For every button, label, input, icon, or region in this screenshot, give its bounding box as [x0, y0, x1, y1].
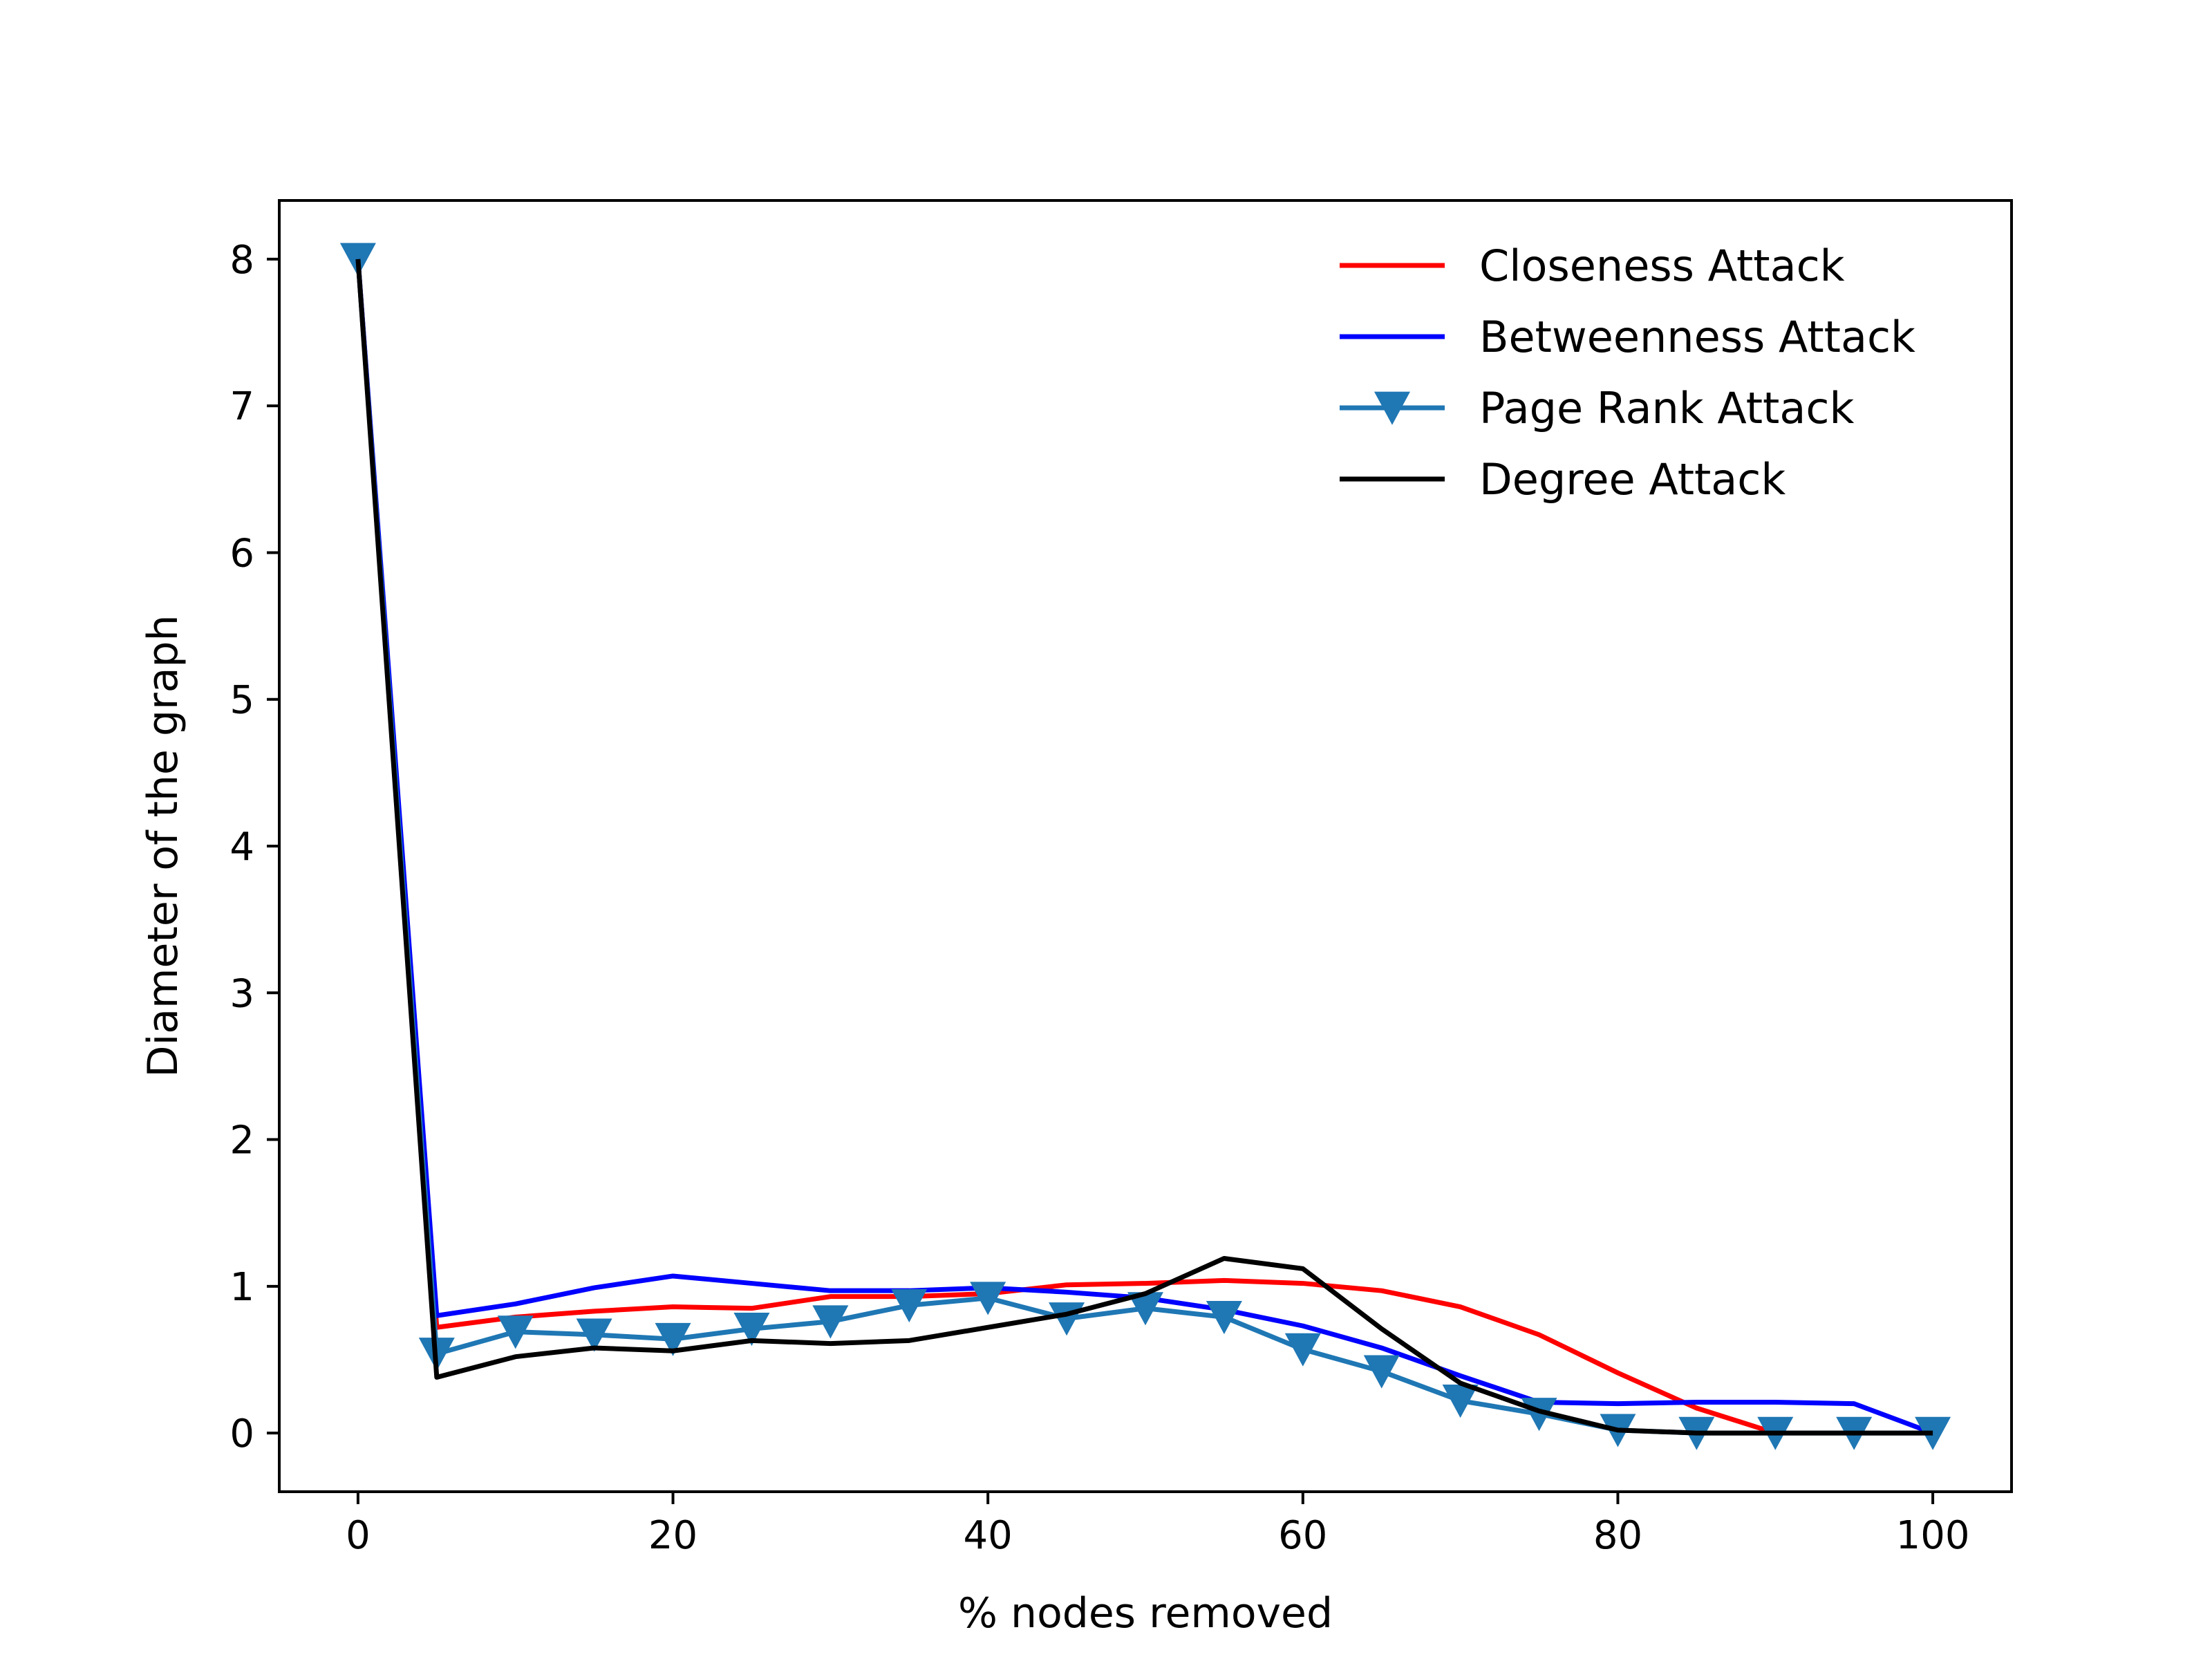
page-rank-marker: [891, 1289, 928, 1323]
y-tick-label: 6: [229, 531, 254, 576]
legend-label: Degree Attack: [1479, 454, 1785, 505]
y-tick-label: 0: [229, 1412, 254, 1456]
page-rank-marker: [1363, 1355, 1400, 1389]
x-axis-label: % nodes removed: [958, 1589, 1333, 1638]
y-tick-label: 4: [229, 825, 254, 870]
x-tick-label: 0: [346, 1513, 371, 1558]
x-tick-label: 20: [648, 1513, 697, 1558]
page-rank-marker: [1374, 391, 1410, 425]
page-rank-marker: [1442, 1384, 1479, 1418]
y-tick-label: 3: [229, 971, 254, 1016]
x-tick-label: 40: [964, 1513, 1013, 1558]
legend-label: Page Rank Attack: [1479, 383, 1854, 433]
page-rank-marker: [497, 1315, 534, 1349]
page-rank-marker: [655, 1322, 691, 1356]
page-rank-attack-series: [339, 243, 1951, 1450]
y-axis: 0 1 2 3 4 5 6 7 8: [229, 238, 279, 1456]
degree-attack-series: [355, 259, 1933, 1436]
page-rank-marker: [576, 1318, 612, 1352]
legend: Closeness Attack Betweenness Attack Page R…: [1340, 241, 1915, 505]
x-tick-label: 80: [1593, 1513, 1642, 1558]
x-axis: 0 20 40 60 80 100: [346, 1492, 1970, 1558]
y-tick-label: 1: [229, 1265, 254, 1310]
page-rank-marker: [1206, 1300, 1242, 1335]
y-tick-label: 2: [229, 1118, 254, 1163]
legend-item-betweenness-attack: Betweenness Attack: [1340, 312, 1915, 362]
page-rank-marker: [970, 1282, 1006, 1315]
x-tick-label: 100: [1896, 1513, 1970, 1558]
x-tick-label: 60: [1278, 1513, 1327, 1558]
legend-item-page-rank-attack: Page Rank Attack: [1340, 383, 1854, 433]
legend-label: Betweenness Attack: [1479, 312, 1915, 362]
closeness-attack-line: [355, 259, 1777, 1436]
y-tick-label: 7: [229, 384, 254, 429]
y-tick-label: 8: [229, 238, 254, 283]
closeness-attack-series: [355, 259, 1777, 1436]
page-rank-marker: [1127, 1292, 1163, 1326]
legend-item-degree-attack: Degree Attack: [1340, 454, 1785, 505]
y-axis-label: Diameter of the graph: [139, 615, 187, 1077]
legend-item-closeness-attack: Closeness Attack: [1340, 241, 1845, 291]
series-layer: [339, 243, 1951, 1450]
page-rank-marker: [1284, 1333, 1321, 1367]
page-rank-marker: [733, 1312, 770, 1347]
legend-label: Closeness Attack: [1479, 241, 1845, 291]
y-tick-label: 5: [229, 678, 254, 723]
page-rank-marker: [812, 1305, 849, 1339]
degree-attack-line: [355, 259, 1933, 1436]
